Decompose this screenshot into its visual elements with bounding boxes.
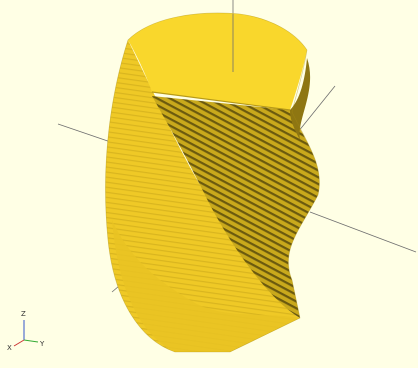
model-upper-fold: [290, 58, 311, 140]
twisted-extrusion-model[interactable]: [105, 12, 320, 353]
model-outline: [105, 12, 320, 353]
axis-x-line: [13, 339, 25, 347]
model-top-cap: [128, 13, 307, 110]
axis-y-line: [23, 339, 39, 343]
model-left-surface: [105, 40, 300, 352]
model-twist-groove: [152, 96, 320, 318]
axis-x-label: X: [7, 344, 12, 352]
model-lower-bulge: [112, 220, 300, 352]
axis-y-label: Y: [39, 340, 45, 348]
axis-orientation-indicator: Z X Y: [7, 310, 45, 352]
axis-z-label: Z: [21, 310, 26, 318]
model-cap-edge: [151, 91, 291, 111]
